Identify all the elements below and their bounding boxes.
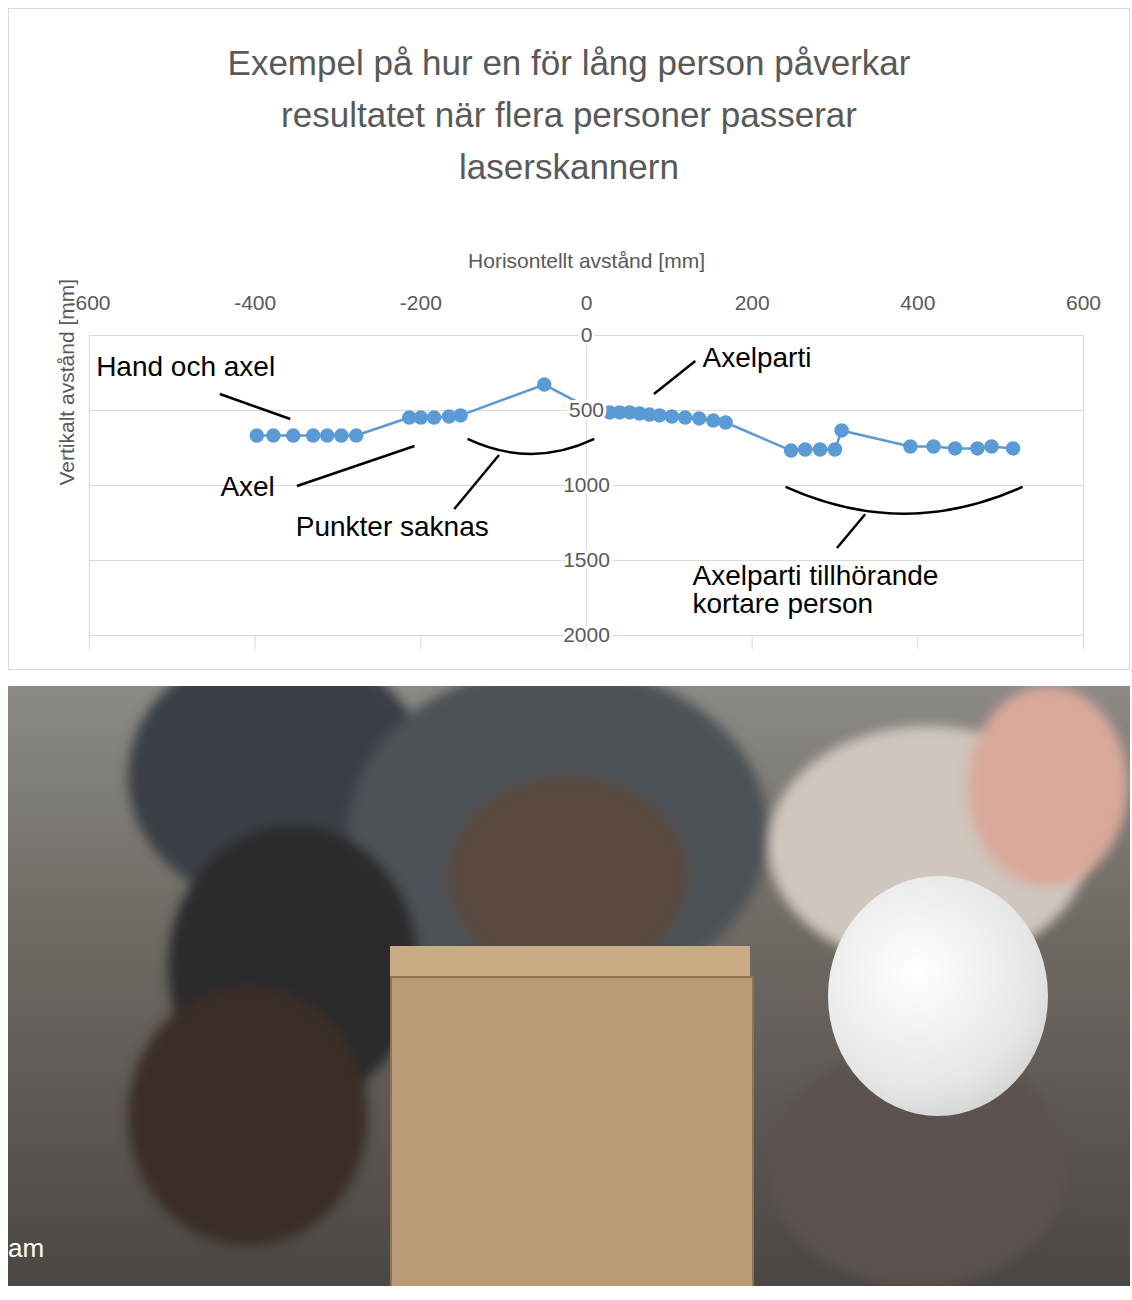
svg-text:2000: 2000: [563, 623, 610, 646]
svg-text:400: 400: [900, 291, 935, 314]
svg-text:Axelparti: Axelparti: [702, 342, 811, 373]
svg-text:Punkter saknas: Punkter saknas: [296, 511, 489, 542]
svg-text:-600: -600: [68, 290, 111, 314]
svg-text:Horisontellt avstånd [mm]: Horisontellt avstånd [mm]: [468, 249, 705, 272]
svg-text:0: 0: [581, 291, 593, 314]
svg-text:Axelparti tillhörandekortare p: Axelparti tillhörandekortare person: [693, 560, 939, 619]
svg-text:-400: -400: [234, 291, 276, 314]
svg-text:-200: -200: [400, 291, 442, 314]
svg-text:1500: 1500: [563, 548, 610, 571]
svg-text:500: 500: [569, 398, 604, 421]
svg-text:600: 600: [1066, 291, 1101, 314]
html-text:Exempel på hur en för lång per: Exempel på hur en för lång person påverk…: [227, 43, 911, 186]
svg-text:200: 200: [735, 291, 770, 314]
svg-text:Axel: Axel: [220, 471, 274, 502]
svg-text:0: 0: [581, 323, 593, 346]
html-text:am: am: [8, 1233, 45, 1263]
svg-text:Hand och axel: Hand och axel: [96, 351, 275, 382]
svg-text:1000: 1000: [563, 473, 610, 496]
svg-text:Vertikalt avstånd [mm]: Vertikalt avstånd [mm]: [55, 279, 78, 486]
